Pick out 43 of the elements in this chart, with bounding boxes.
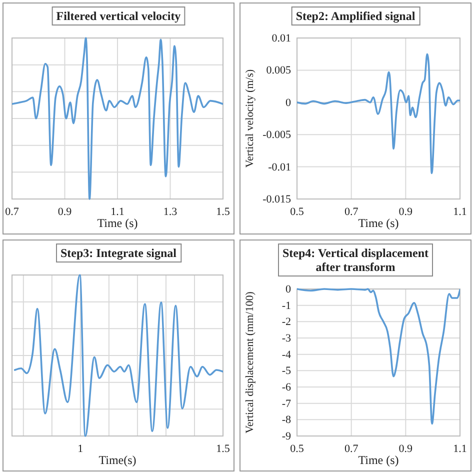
x-tick-label: 1.3 xyxy=(163,206,178,218)
x-tick-label: 0.5 xyxy=(290,442,304,455)
x-tick-label: 0.7 xyxy=(5,206,20,218)
y-axis-title: Vertical velocity (m/s) xyxy=(244,68,256,168)
y-tick-label: -1 xyxy=(282,300,291,312)
x-tick-label: 1.5 xyxy=(216,442,230,455)
y-tick-label: 0.01 xyxy=(272,32,291,45)
x-axis-title: Time (s) xyxy=(97,216,138,230)
x-tick-label: 1.1 xyxy=(110,206,124,218)
x-tick-label: 0.9 xyxy=(398,206,414,218)
x-tick-label: 1.1 xyxy=(453,206,467,218)
x-tick-label: 1 xyxy=(78,442,84,455)
x-tick-label: 1.5 xyxy=(216,206,230,218)
y-tick-label: -7 xyxy=(282,398,292,410)
y-tick-label: 0 xyxy=(286,96,292,109)
x-tick-label: 0.9 xyxy=(398,442,414,455)
y-tick-label: -8 xyxy=(282,414,292,426)
x-tick-label: 0.7 xyxy=(344,206,359,218)
y-tick-label: -0.005 xyxy=(262,129,292,142)
y-tick-label: -2 xyxy=(282,316,291,328)
y-tick-label: -0.015 xyxy=(262,194,292,206)
y-tick-label: -4 xyxy=(282,348,292,361)
chart-title: Step2: Amplified signal xyxy=(296,9,416,23)
y-axis-title: Vertical displacement (mm/100) xyxy=(244,291,256,434)
y-tick-label: -0.01 xyxy=(268,161,291,174)
x-tick-label: 1.1 xyxy=(453,442,467,455)
chart-title: Step4: Vertical displacement after transform xyxy=(282,246,428,274)
x-tick-label: 0.9 xyxy=(58,206,72,218)
y-tick-label: -5 xyxy=(282,365,292,378)
chart-title: Filtered vertical velocity xyxy=(56,9,181,23)
chart-title: Step3: Integrate signal xyxy=(60,246,178,260)
y-tick-label: -6 xyxy=(282,382,292,394)
y-tick-label: -9 xyxy=(282,430,292,443)
x-axis-title: Time(s) xyxy=(98,453,136,467)
line-series xyxy=(297,53,460,174)
x-axis-title: Time (s) xyxy=(358,216,399,230)
x-axis-title: Time (s) xyxy=(358,453,399,467)
y-tick-label: 0.005 xyxy=(266,64,292,77)
line-series xyxy=(297,288,460,425)
y-tick-label: 0 xyxy=(286,284,292,296)
x-tick-label: 0.5 xyxy=(290,206,304,218)
x-tick-label: 0.7 xyxy=(344,442,359,455)
y-tick-label: -3 xyxy=(282,332,292,345)
